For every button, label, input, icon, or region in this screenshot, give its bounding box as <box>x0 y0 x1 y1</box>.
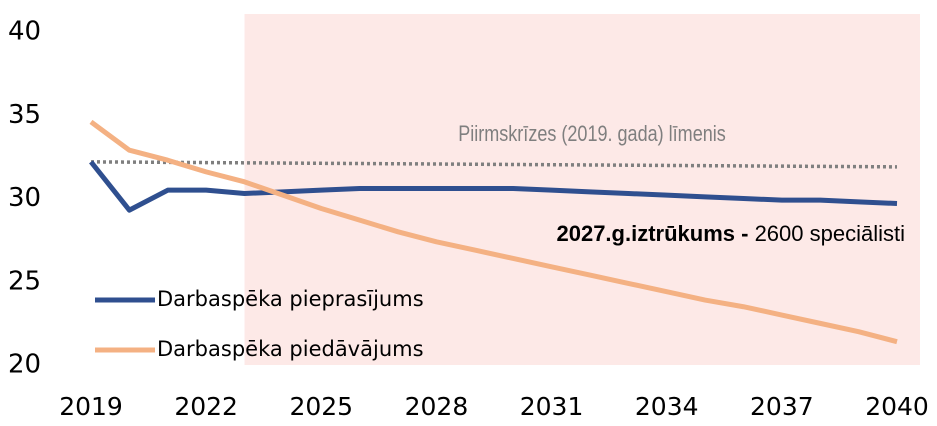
annotation-bold: 2027.g.iztrūkums - <box>556 221 748 246</box>
series-line <box>89 160 898 213</box>
y-tick-label: 35 <box>8 100 41 130</box>
y-tick-label: 30 <box>8 183 41 213</box>
reference-line <box>90 160 898 169</box>
legend-label: Darbaspēka piedāvājums <box>157 337 424 361</box>
x-tick-label: 2025 <box>289 392 353 421</box>
x-tick-label: 2028 <box>405 392 469 421</box>
legend-label: Darbaspēka pieprasījums <box>157 287 424 311</box>
y-tick-label: 25 <box>8 266 41 296</box>
y-tick-label: 20 <box>8 350 41 380</box>
y-tick-label: 40 <box>8 17 41 47</box>
annotation-text: 2600 speciālisti <box>755 221 905 246</box>
x-tick-label: 2037 <box>750 392 814 421</box>
x-tick-label: 2034 <box>635 392 699 421</box>
x-tick-label: 2031 <box>520 392 584 421</box>
annotation: 2027.g.iztrūkums - 2600 speciālisti <box>556 221 905 246</box>
x-tick-label: 2022 <box>174 392 238 421</box>
x-tick-label: 2019 <box>59 392 123 421</box>
x-tick-label: 2040 <box>865 392 929 421</box>
reference-label: Piirmskrīzes (2019. gada) līmenis <box>458 122 726 146</box>
series-line <box>89 119 898 345</box>
